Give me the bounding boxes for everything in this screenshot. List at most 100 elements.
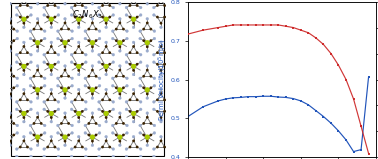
Circle shape bbox=[23, 88, 25, 91]
Circle shape bbox=[160, 26, 163, 29]
Circle shape bbox=[70, 6, 73, 9]
Circle shape bbox=[136, 16, 138, 18]
Circle shape bbox=[101, 146, 104, 148]
Circle shape bbox=[84, 131, 87, 134]
Circle shape bbox=[118, 135, 121, 138]
Circle shape bbox=[87, 122, 90, 125]
Circle shape bbox=[94, 28, 98, 30]
Circle shape bbox=[57, 61, 60, 64]
Circle shape bbox=[119, 135, 122, 138]
Circle shape bbox=[64, 45, 67, 48]
Circle shape bbox=[70, 148, 73, 150]
Circle shape bbox=[16, 131, 19, 134]
Circle shape bbox=[40, 75, 42, 78]
Circle shape bbox=[33, 75, 36, 78]
Circle shape bbox=[143, 28, 145, 30]
Circle shape bbox=[101, 157, 104, 159]
Circle shape bbox=[74, 63, 76, 66]
Circle shape bbox=[112, 14, 115, 16]
Circle shape bbox=[152, 155, 155, 158]
Circle shape bbox=[22, 17, 25, 21]
Circle shape bbox=[43, 6, 45, 9]
Circle shape bbox=[74, 110, 76, 113]
Circle shape bbox=[19, 98, 22, 101]
Circle shape bbox=[146, 2, 149, 5]
Circle shape bbox=[46, 98, 49, 101]
Circle shape bbox=[94, 134, 98, 136]
Circle shape bbox=[115, 39, 118, 42]
Circle shape bbox=[125, 124, 129, 127]
Circle shape bbox=[91, 136, 94, 140]
Circle shape bbox=[29, 84, 32, 87]
Circle shape bbox=[26, 146, 29, 148]
Circle shape bbox=[98, 131, 101, 134]
Circle shape bbox=[105, 45, 107, 48]
Circle shape bbox=[15, 100, 18, 103]
Circle shape bbox=[40, 86, 42, 89]
Circle shape bbox=[118, 89, 122, 93]
Circle shape bbox=[77, 26, 80, 29]
Circle shape bbox=[64, 93, 67, 95]
Circle shape bbox=[104, 65, 108, 69]
Circle shape bbox=[112, 30, 114, 32]
Circle shape bbox=[5, 86, 8, 89]
Circle shape bbox=[112, 84, 114, 87]
Circle shape bbox=[112, 108, 115, 111]
Circle shape bbox=[129, 110, 132, 113]
Circle shape bbox=[64, 0, 67, 1]
Circle shape bbox=[33, 122, 36, 125]
Circle shape bbox=[108, 98, 111, 101]
Circle shape bbox=[57, 155, 60, 158]
Circle shape bbox=[98, 155, 101, 158]
Circle shape bbox=[112, 148, 115, 150]
Circle shape bbox=[70, 14, 73, 16]
Circle shape bbox=[129, 98, 132, 101]
Circle shape bbox=[2, 131, 5, 134]
Circle shape bbox=[54, 63, 56, 66]
Circle shape bbox=[115, 122, 118, 125]
Circle shape bbox=[81, 98, 84, 101]
Circle shape bbox=[139, 14, 142, 16]
Circle shape bbox=[98, 100, 101, 103]
Circle shape bbox=[152, 100, 155, 103]
Circle shape bbox=[29, 30, 32, 32]
Circle shape bbox=[108, 4, 111, 7]
Circle shape bbox=[23, 22, 25, 25]
Circle shape bbox=[125, 100, 128, 103]
Circle shape bbox=[12, 122, 15, 125]
Circle shape bbox=[64, 41, 67, 44]
Circle shape bbox=[98, 84, 101, 87]
Circle shape bbox=[156, 157, 159, 159]
Circle shape bbox=[33, 134, 36, 136]
Circle shape bbox=[50, 0, 53, 1]
Circle shape bbox=[132, 17, 136, 21]
Circle shape bbox=[149, 28, 152, 30]
Circle shape bbox=[36, 116, 39, 119]
Circle shape bbox=[115, 75, 118, 78]
Circle shape bbox=[156, 98, 159, 101]
Circle shape bbox=[77, 139, 80, 142]
Circle shape bbox=[50, 17, 54, 21]
Circle shape bbox=[152, 14, 155, 16]
Circle shape bbox=[50, 135, 53, 138]
Circle shape bbox=[9, 0, 12, 1]
Circle shape bbox=[50, 64, 54, 68]
Circle shape bbox=[49, 111, 53, 115]
Circle shape bbox=[163, 4, 166, 7]
Circle shape bbox=[9, 2, 12, 5]
Circle shape bbox=[9, 112, 12, 114]
Circle shape bbox=[101, 4, 104, 7]
Circle shape bbox=[145, 41, 149, 44]
Circle shape bbox=[5, 28, 8, 30]
Circle shape bbox=[9, 21, 12, 24]
Circle shape bbox=[87, 75, 90, 78]
Circle shape bbox=[139, 124, 141, 127]
Circle shape bbox=[146, 144, 149, 147]
Circle shape bbox=[122, 39, 125, 42]
Circle shape bbox=[131, 64, 135, 68]
Circle shape bbox=[132, 26, 135, 29]
Circle shape bbox=[54, 146, 56, 148]
Circle shape bbox=[77, 120, 80, 123]
Circle shape bbox=[23, 111, 26, 115]
Circle shape bbox=[125, 53, 128, 56]
